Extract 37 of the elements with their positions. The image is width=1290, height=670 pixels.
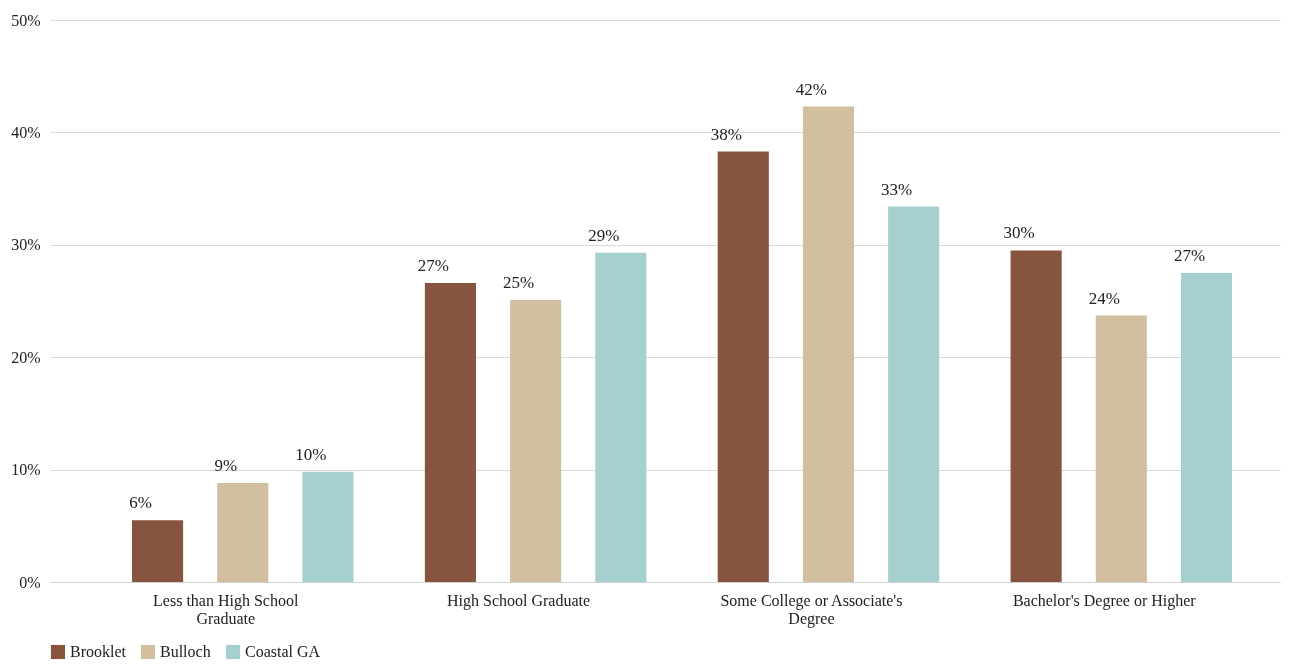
x-tick-label: High School Graduate [447,591,591,610]
x-tick-label: Some College or Associate's Degree [720,591,903,628]
y-tick-label: 50% [11,11,41,29]
bar [1095,315,1147,582]
x-tick-label: Bachelor's Degree or Higher [1012,591,1197,610]
legend-label: Bulloch [160,643,211,660]
data-label: 24% [1088,288,1120,308]
data-label: 33% [881,179,913,199]
data-label: 6% [129,493,152,513]
data-label: 10% [295,444,327,464]
data-label: 27% [1173,245,1206,265]
bar [888,206,940,582]
y-tick-label: 30% [11,236,41,254]
bar [132,520,184,582]
bar [424,283,476,582]
bar [595,252,647,582]
data-label: 25% [502,272,535,292]
data-label: 29% [588,225,620,245]
bar [1010,250,1062,582]
bar [510,299,562,582]
legend-label: Coastal GA [245,643,321,660]
data-label: 27% [417,256,449,276]
data-label: 30% [1003,223,1035,243]
data-label: 9% [214,456,238,476]
bar [302,471,354,582]
legend-label: Brooklet [70,643,127,660]
y-tick-label: 20% [11,348,41,366]
y-tick-label: 40% [11,123,41,141]
x-tick-label: Less than High School Graduate [153,591,299,627]
bar [1180,272,1233,582]
bar [802,106,855,582]
bar [217,483,269,582]
y-tick-label: 0% [19,573,41,591]
bar [717,151,769,582]
data-label: 42% [795,79,828,99]
y-tick-label: 10% [11,461,41,479]
data-label: 38% [710,124,742,144]
